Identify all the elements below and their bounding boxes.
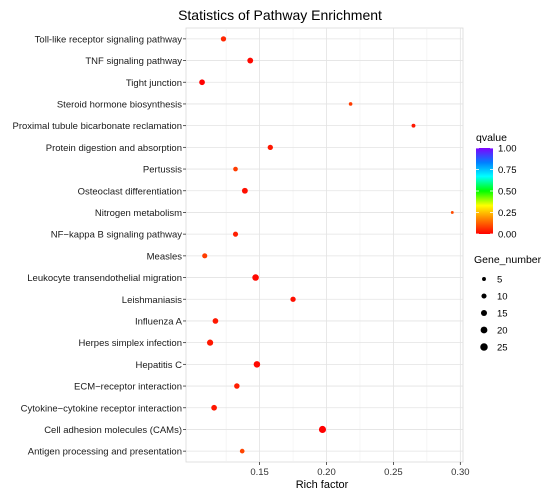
pathway-label: Steroid hormone biosynthesis [57, 99, 182, 110]
size-legend-label: 5 [497, 275, 502, 286]
data-point [348, 102, 353, 106]
size-legend-label: 25 [497, 343, 508, 354]
data-point [233, 166, 238, 172]
pathway-label: TNF signaling pathway [85, 56, 182, 67]
x-tick-label: 0.25 [384, 467, 403, 478]
pathway-label: Cytokine−cytokine receptor interaction [21, 403, 182, 414]
size-legend-dot [480, 326, 488, 334]
pathway-label: Toll-like receptor signaling pathway [35, 34, 183, 45]
qvalue-colorbar [476, 148, 493, 234]
pathway-label: Hepatitis C [136, 360, 183, 371]
data-point [450, 211, 454, 214]
data-point [267, 144, 273, 151]
size-legend-label: 20 [497, 326, 508, 337]
pathway-label: Influenza A [135, 316, 183, 327]
data-point [318, 425, 327, 434]
pathway-label: Osteoclast differentiation [78, 186, 182, 197]
size-legend-dot [480, 309, 488, 317]
colorbar-tick-label: 1.00 [498, 144, 517, 155]
pathway-label: NF−kappa B signaling pathway [51, 230, 182, 241]
pathway-label: Herpes simplex infection [79, 338, 183, 349]
pathway-label: Tight junction [126, 78, 182, 89]
data-points [199, 36, 454, 454]
pathway-label: Measles [147, 251, 183, 262]
x-tick-label: 0.15 [250, 467, 269, 478]
qvalue-legend-title: qvalue [476, 132, 507, 144]
data-point [247, 57, 254, 64]
x-axis-label: Rich factor [296, 479, 349, 491]
pathway-label: Leukocyte transendothelial migration [27, 273, 182, 284]
pathway-label: Cell adhesion molecules (CAMs) [44, 425, 182, 436]
colorbar-tick-label: 0.50 [498, 187, 517, 198]
data-point [253, 361, 261, 368]
x-axis-ticks: 0.15 0.20 0.25 0.30 [250, 462, 470, 478]
data-point [220, 36, 227, 42]
pathway-label: Proximal tubule bicarbonate reclamation [12, 121, 182, 132]
chart-title: Statistics of Pathway Enrichment [178, 7, 382, 23]
pathway-label: Nitrogen metabolism [95, 208, 182, 219]
data-point [234, 383, 240, 389]
pathway-label: Antigen processing and presentation [28, 447, 182, 458]
x-tick-label: 0.20 [317, 467, 336, 478]
gridlines [186, 28, 463, 462]
pathway-labels: Toll-like receptor signaling pathway TNF … [12, 34, 186, 458]
data-point [232, 231, 239, 237]
qvalue-legend: qvalue 1.00 0.75 0.50 0.25 0.00 [476, 132, 517, 241]
data-point [411, 123, 416, 128]
data-point [206, 339, 214, 346]
data-point [212, 318, 219, 324]
data-point [202, 253, 208, 259]
size-legend-dot [481, 293, 487, 299]
colorbar-tick-label: 0.00 [498, 230, 517, 241]
size-legend-dot [480, 343, 488, 351]
colorbar-tick-label: 0.75 [498, 165, 517, 176]
gene-number-legend-title: Gene_number [474, 254, 542, 266]
size-legend-label: 10 [497, 292, 508, 303]
size-legend-dot [482, 277, 486, 281]
x-tick-label: 0.30 [451, 467, 470, 478]
size-legend-label: 15 [497, 309, 508, 320]
colorbar-tick-label: 0.25 [498, 208, 517, 219]
pathway-label: Leishmaniasis [122, 295, 182, 306]
data-point [241, 187, 248, 194]
data-point [199, 79, 205, 86]
data-point [239, 448, 245, 454]
data-point [290, 296, 296, 302]
plot-panel [185, 27, 464, 463]
gene-number-legend: Gene_number 5 10 15 20 25 [474, 254, 542, 354]
data-point [252, 274, 259, 281]
pathway-label: Protein digestion and absorption [46, 143, 182, 154]
pathway-label: ECM−receptor interaction [74, 382, 182, 393]
data-point [211, 404, 217, 411]
pathway-label: Pertussis [143, 165, 182, 176]
